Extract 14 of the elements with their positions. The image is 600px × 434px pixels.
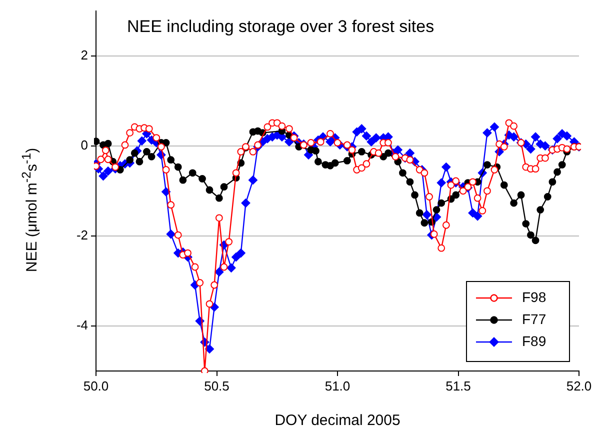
x-tick-label: 52.0: [566, 378, 592, 394]
x-tick-label: 50.5: [204, 378, 230, 394]
x-tick-label: 50.0: [83, 378, 109, 394]
x-tick-label: 51.5: [446, 378, 471, 394]
y-tick-label: 0: [80, 137, 88, 152]
y-tick-label: -4: [76, 318, 88, 333]
x-axis-title: DOY decimal 2005: [274, 412, 400, 430]
x-tick-label: 51.0: [324, 378, 350, 394]
chart-title: NEE including storage over 3 forest sites: [127, 17, 434, 37]
y-tick-label: 2: [80, 47, 88, 62]
legend-label: F77: [522, 310, 546, 327]
legend-label: F89: [522, 332, 546, 349]
y-tick-label: -2: [76, 228, 88, 243]
legend-label: F98: [522, 288, 546, 305]
